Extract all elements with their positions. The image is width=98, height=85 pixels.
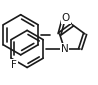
Text: O: O [62,13,70,23]
Text: F: F [11,60,17,70]
Text: N: N [61,44,68,54]
